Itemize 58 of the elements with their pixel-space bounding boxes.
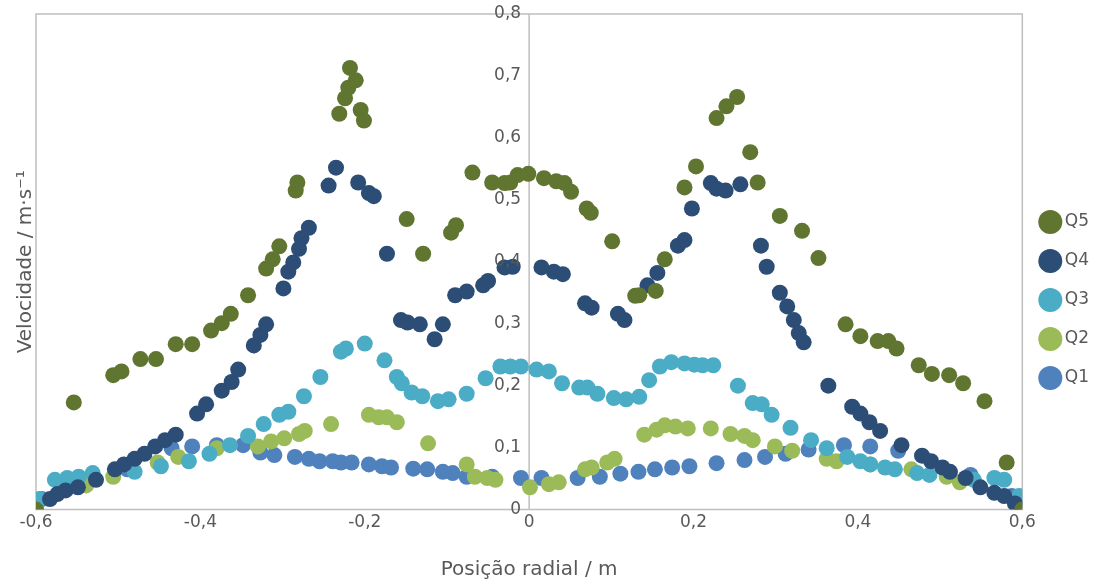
point (766, 438, 783, 455)
y-tick-label: 0,2 (494, 374, 522, 395)
point (419, 461, 436, 478)
point (550, 474, 567, 491)
y-tick-label: 0,1 (494, 436, 522, 457)
point (744, 432, 761, 449)
legend-label: Q2 (1064, 327, 1090, 348)
point (405, 460, 422, 477)
legend-label: Q1 (1064, 366, 1090, 387)
point (383, 459, 400, 476)
x-tick-label: -0,4 (183, 511, 217, 532)
x-tick-label: -0,2 (348, 511, 382, 532)
point (646, 461, 663, 478)
point (722, 426, 739, 443)
x-axis-title: Posição radial / m (440, 556, 618, 581)
legend-label: Q5 (1064, 210, 1090, 231)
point (458, 456, 475, 473)
point (784, 442, 801, 459)
point (444, 465, 461, 482)
point (702, 420, 719, 437)
y-tick-label: 0,8 (494, 2, 522, 23)
point (296, 422, 313, 439)
point (630, 463, 647, 480)
x-tick-label: 0,2 (680, 511, 708, 532)
point (606, 450, 623, 467)
point (420, 435, 437, 452)
x-tick-label: -0,6 (19, 511, 53, 532)
legend-label: Q4 (1064, 249, 1090, 270)
point (664, 459, 681, 476)
point (184, 438, 201, 455)
y-axis-title: Velocidade / m·s⁻¹ (12, 170, 37, 354)
point (249, 438, 266, 455)
point (286, 448, 303, 465)
point (521, 479, 538, 496)
point (708, 455, 725, 472)
point (276, 430, 293, 447)
point (266, 447, 283, 464)
x-tick-label: 0,6 (1008, 511, 1036, 532)
point (263, 433, 280, 450)
point (862, 438, 879, 455)
point (679, 420, 696, 437)
point (323, 416, 340, 433)
point (636, 426, 653, 443)
x-tick-label: 0,4 (844, 511, 872, 532)
point (512, 470, 529, 487)
point (612, 465, 629, 482)
point (736, 452, 753, 469)
y-tick-label: 0 (510, 498, 522, 519)
point (757, 448, 774, 465)
legend-label: Q3 (1064, 288, 1090, 309)
point (388, 414, 405, 431)
point (360, 456, 377, 473)
y-tick-label: 0,3 (494, 312, 522, 333)
y-tick-label: 0,5 (494, 188, 522, 209)
y-tick-label: 0,6 (494, 126, 522, 147)
point (681, 458, 698, 475)
y-tick-label: 0,7 (494, 64, 522, 85)
x-tick-label: 0 (523, 511, 535, 532)
